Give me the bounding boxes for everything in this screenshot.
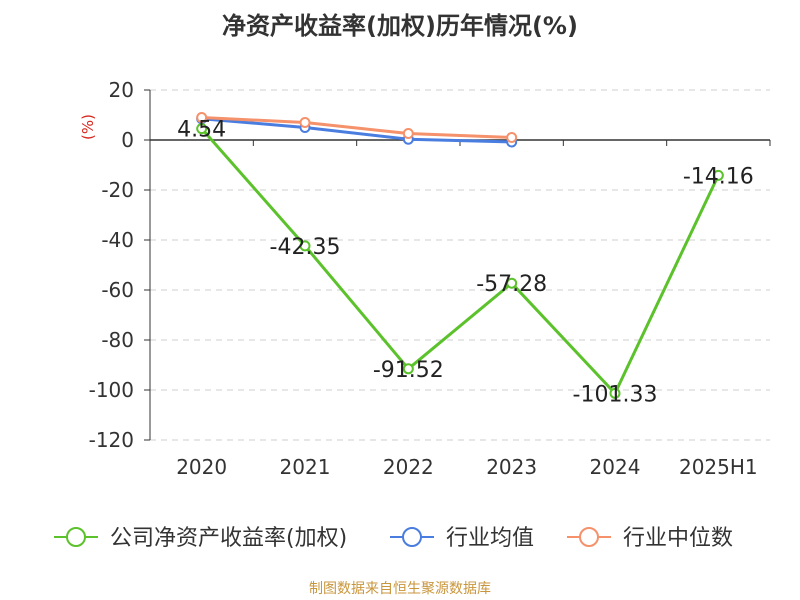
data-point — [196, 112, 208, 123]
data-label: -42.35 — [270, 235, 341, 260]
series-line — [201, 117, 512, 144]
legend-label: 公司净资产收益率(加权) — [110, 526, 347, 551]
data-point — [609, 387, 621, 399]
data-label: -57.28 — [476, 272, 547, 297]
chart-title: 净资产收益率(加权)历年情况(%) — [222, 12, 578, 40]
series-line — [201, 116, 512, 139]
y-tick-label: -80 — [101, 328, 134, 352]
legend-swatch-marker — [66, 527, 86, 547]
y-tick-label: -120 — [89, 428, 134, 452]
y-tick-label: -40 — [101, 228, 134, 252]
source-note: 制图数据来自恒生聚源数据库 — [309, 581, 491, 597]
data-label: -101.33 — [573, 382, 658, 407]
x-tick-label: 2021 — [280, 455, 331, 479]
data-point — [196, 123, 208, 135]
legend-swatch-marker — [402, 527, 422, 547]
legend-label: 行业均值 — [446, 526, 534, 551]
y-axis-label: (%) — [79, 114, 97, 140]
data-label: -14.16 — [683, 164, 754, 189]
y-tick-label: -60 — [101, 278, 134, 302]
data-point — [712, 169, 724, 181]
x-tick-label: 2024 — [590, 455, 641, 479]
x-tick-label: 2022 — [383, 455, 434, 479]
y-tick-label: -100 — [89, 378, 134, 402]
data-point — [402, 363, 414, 375]
x-tick-label: 2023 — [486, 455, 537, 479]
y-tick-label: 20 — [109, 78, 134, 102]
data-label: 4.54 — [177, 118, 226, 143]
data-point — [506, 277, 518, 289]
y-tick-label: 0 — [121, 128, 134, 152]
data-point — [299, 240, 311, 252]
x-tick-label: 2020 — [176, 455, 227, 479]
legend-swatch-marker — [579, 527, 599, 547]
data-point — [402, 128, 414, 139]
data-point — [506, 132, 518, 143]
series-line — [200, 127, 720, 395]
legend-label: 行业中位数 — [623, 526, 733, 551]
y-tick-label: -20 — [101, 178, 134, 202]
data-label: -91.52 — [373, 358, 444, 383]
x-tick-label: 2025H1 — [679, 455, 758, 479]
data-point — [299, 117, 311, 128]
